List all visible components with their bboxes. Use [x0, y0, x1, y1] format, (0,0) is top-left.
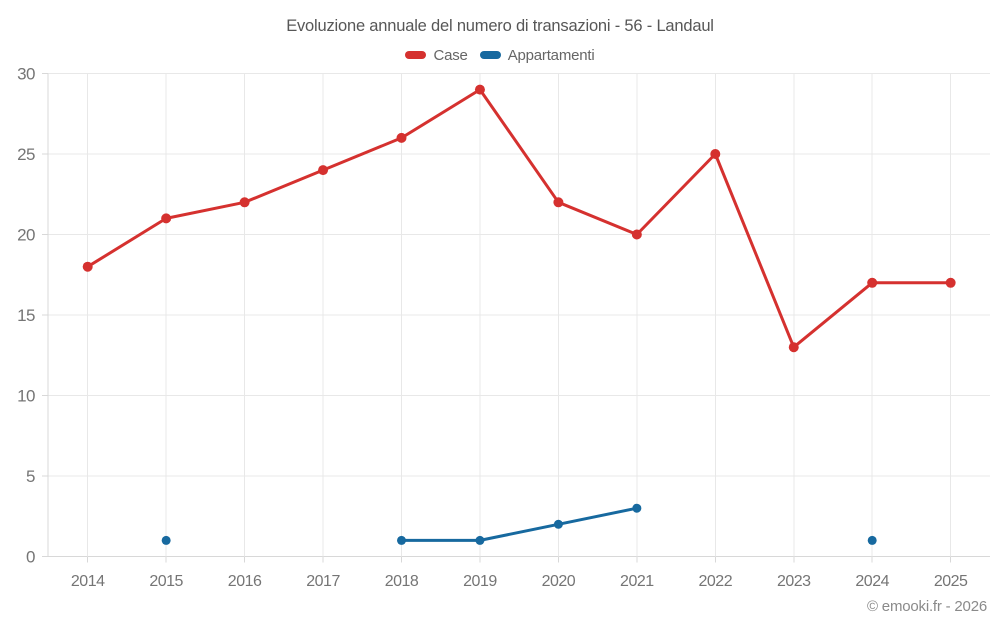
data-point-case — [553, 197, 564, 208]
y-axis-label: 10 — [17, 387, 35, 406]
data-point-appartamenti — [867, 535, 877, 545]
chart-title: Evoluzione annuale del numero di transaz… — [286, 17, 714, 35]
y-axis-label: 25 — [17, 145, 35, 164]
data-point-appartamenti — [632, 503, 642, 513]
copyright-footer: © emooki.fr - 2026 — [866, 598, 987, 615]
data-point-case — [788, 342, 799, 353]
data-point-case — [474, 84, 485, 95]
series-segment-case — [478, 88, 560, 204]
x-axis-label: 2015 — [149, 573, 183, 590]
series-segment-case — [713, 152, 796, 349]
series-segment-case — [164, 200, 247, 220]
x-axis-label: 2016 — [228, 573, 262, 590]
data-point-case — [710, 149, 721, 159]
data-point-case — [161, 213, 172, 224]
data-point-case — [867, 277, 878, 288]
x-axis-label: 2024 — [855, 573, 889, 590]
series-segment-appartamenti — [478, 522, 560, 542]
legend-item-case[interactable]: Case — [405, 46, 468, 64]
series-segment-case — [792, 281, 874, 349]
data-point-case — [82, 261, 93, 272]
x-axis-label: 2021 — [620, 573, 654, 590]
y-axis-label: 0 — [26, 548, 35, 567]
data-point-appartamenti — [553, 519, 563, 529]
series-segment-appartamenti — [556, 506, 639, 526]
x-axis-label: 2023 — [777, 573, 811, 590]
y-axis-label: 5 — [26, 467, 35, 486]
series-segment-case — [556, 200, 639, 236]
x-axis-label: 2020 — [542, 573, 576, 590]
y-axis-label: 15 — [17, 306, 35, 325]
legend-swatch-case — [405, 51, 427, 59]
data-point-case — [239, 197, 250, 208]
series-segment-case — [635, 152, 717, 236]
x-axis-label: 2022 — [699, 573, 733, 590]
data-point-case — [945, 277, 956, 288]
y-axis-label: 20 — [17, 226, 35, 245]
series-segment-case — [321, 136, 403, 172]
series-segment-case — [86, 216, 168, 269]
data-point-appartamenti — [161, 535, 171, 545]
legend-item-appartamenti[interactable]: Appartamenti — [479, 46, 595, 64]
data-point-appartamenti — [475, 535, 485, 545]
series-segment-case — [243, 168, 325, 204]
data-point-case — [396, 132, 407, 143]
data-point-appartamenti — [397, 535, 406, 545]
series-segment-case — [400, 88, 482, 140]
x-axis-label: 2017 — [306, 573, 340, 590]
legend: Case Appartamenti — [0, 46, 1000, 64]
data-point-case — [318, 165, 329, 176]
legend-swatch-appartamenti — [479, 51, 501, 59]
legend-label-appartamenti: Appartamenti — [507, 46, 595, 64]
x-axis-label: 2018 — [385, 573, 419, 590]
x-axis-label: 2019 — [463, 573, 497, 590]
data-point-case — [631, 229, 642, 240]
legend-label-case: Case — [433, 46, 468, 64]
x-axis-label: 2025 — [934, 573, 968, 590]
y-axis-label: 30 — [17, 65, 35, 84]
x-axis-label: 2014 — [71, 573, 105, 590]
